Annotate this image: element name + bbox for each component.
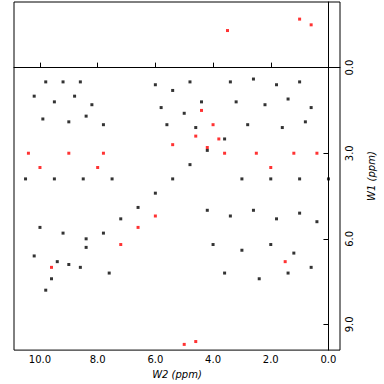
svg-text:4.0: 4.0 <box>205 354 221 365</box>
svg-text:8.0: 8.0 <box>90 354 106 365</box>
svg-text:2.0: 2.0 <box>263 354 279 365</box>
svg-text:10.0: 10.0 <box>29 354 51 365</box>
svg-text:6.0: 6.0 <box>344 231 355 247</box>
svg-text:W1 (ppm): W1 (ppm) <box>366 151 377 201</box>
svg-text:6.0: 6.0 <box>147 354 163 365</box>
svg-text:9.0: 9.0 <box>344 316 355 332</box>
svg-text:0.0: 0.0 <box>321 354 337 365</box>
svg-text:3.0: 3.0 <box>344 145 355 161</box>
svg-text:W2 (ppm): W2 (ppm) <box>152 369 202 380</box>
svg-text:0.0: 0.0 <box>344 60 355 76</box>
